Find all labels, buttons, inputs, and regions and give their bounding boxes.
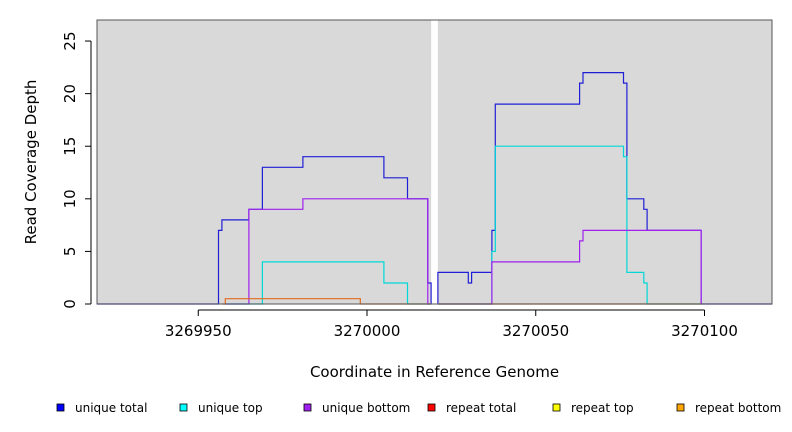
y-tick-label: 25 (61, 31, 79, 50)
legend-swatch (552, 403, 561, 412)
x-axis: 3269950 3270000 3270050 3270100 (165, 309, 738, 340)
y-tick-label: 5 (61, 247, 79, 257)
legend-swatch (56, 403, 65, 412)
legend-item: repeat total (427, 401, 516, 415)
plot-area (96, 19, 773, 305)
legend-label: repeat bottom (695, 401, 781, 415)
coverage-series-6 (437, 229, 702, 305)
legend-label: repeat top (571, 401, 634, 415)
coverage-series-5 (225, 198, 432, 305)
legend-item: unique bottom (303, 401, 410, 415)
x-tick-label: 3269950 (165, 322, 232, 340)
legend-swatch (427, 403, 436, 412)
y-axis: 0 5 10 15 20 25 (61, 31, 92, 309)
plot-frame (96, 19, 773, 305)
legend-item: unique total (56, 401, 147, 415)
coverage-series-4 (437, 145, 702, 305)
legend-item: repeat bottom (676, 401, 781, 415)
y-tick-label: 15 (61, 137, 79, 156)
coverage-series-2 (437, 71, 772, 305)
legend-item: unique top (179, 401, 263, 415)
legend-swatch (676, 403, 685, 412)
y-axis-label: Read Coverage Depth (22, 80, 40, 245)
legend: unique total unique top unique bottom repea… (56, 401, 781, 415)
legend-swatch (303, 403, 312, 412)
x-tick-label: 3270000 (334, 322, 401, 340)
y-tick-label: 20 (61, 84, 79, 103)
legend-label: unique total (75, 401, 147, 415)
legend-item: repeat top (552, 401, 634, 415)
x-tick-label: 3270100 (671, 322, 738, 340)
x-tick-label: 3270050 (502, 322, 569, 340)
legend-label: repeat total (446, 401, 516, 415)
coverage-series-3 (225, 261, 432, 305)
legend-label: unique bottom (322, 401, 410, 415)
reference-gap-band (431, 20, 438, 304)
y-tick-label: 10 (61, 189, 79, 208)
legend-label: unique top (198, 401, 263, 415)
y-tick-label: 0 (61, 299, 79, 309)
legend-swatch (179, 403, 188, 412)
x-axis-label: Coordinate in Reference Genome (310, 363, 559, 381)
